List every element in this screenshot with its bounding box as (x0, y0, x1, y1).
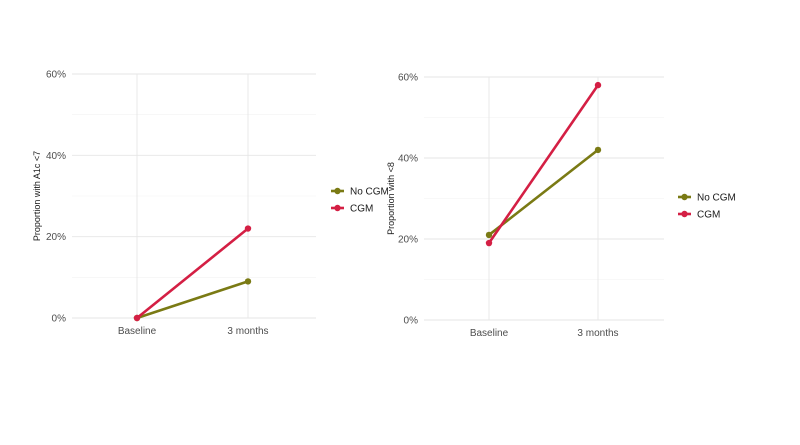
series-line-cgm (487, 83, 600, 245)
data-point-cgm (485, 239, 493, 247)
data-point-cgm (244, 225, 252, 232)
series-line-cgm (135, 227, 250, 320)
legend-label: No CGM (350, 187, 389, 198)
data-point-no-cgm (594, 146, 602, 154)
y-tick-label: 20% (46, 232, 66, 243)
y-tick-label: 60% (398, 73, 418, 84)
y-tick-label: 0% (404, 316, 419, 327)
series-line-no-cgm (487, 148, 600, 237)
legend-label: CGM (350, 204, 373, 215)
y-tick-label: 40% (398, 154, 418, 165)
x-tick-label: Baseline (118, 326, 157, 337)
data-point-cgm (133, 314, 141, 322)
legend-label: No CGM (697, 193, 736, 204)
chart-panel-2: 0% 20% 40% 60% Baseline 3 months Proportion wi… (386, 73, 736, 340)
data-point-cgm (594, 81, 602, 89)
legend: No CGM CGM (678, 193, 736, 221)
data-point-no-cgm (244, 278, 252, 285)
x-tick-label: 3 months (227, 326, 268, 337)
y-axis-title: Proportion with <8 (386, 162, 396, 235)
legend: No CGM CGM (331, 187, 389, 215)
y-tick-label: 20% (398, 235, 418, 246)
x-tick-label: Baseline (470, 328, 509, 339)
legend-label: CGM (697, 210, 720, 221)
chart-panel-1: 0% 20% 40% 60% Baseline 3 months Proportion wi… (32, 70, 389, 338)
legend-key-point (681, 193, 688, 201)
y-tick-label: 0% (52, 314, 67, 325)
legend-key-point (334, 187, 341, 195)
legend-key-point (681, 210, 688, 218)
y-axis-title: Proportion with A1c <7 (32, 151, 42, 241)
x-tick-label: 3 months (577, 328, 618, 339)
legend-key-point (334, 204, 341, 212)
y-tick-label: 60% (46, 70, 66, 81)
data-point-no-cgm (485, 231, 493, 239)
series-line-no-cgm (135, 280, 250, 320)
y-tick-label: 40% (46, 151, 66, 162)
